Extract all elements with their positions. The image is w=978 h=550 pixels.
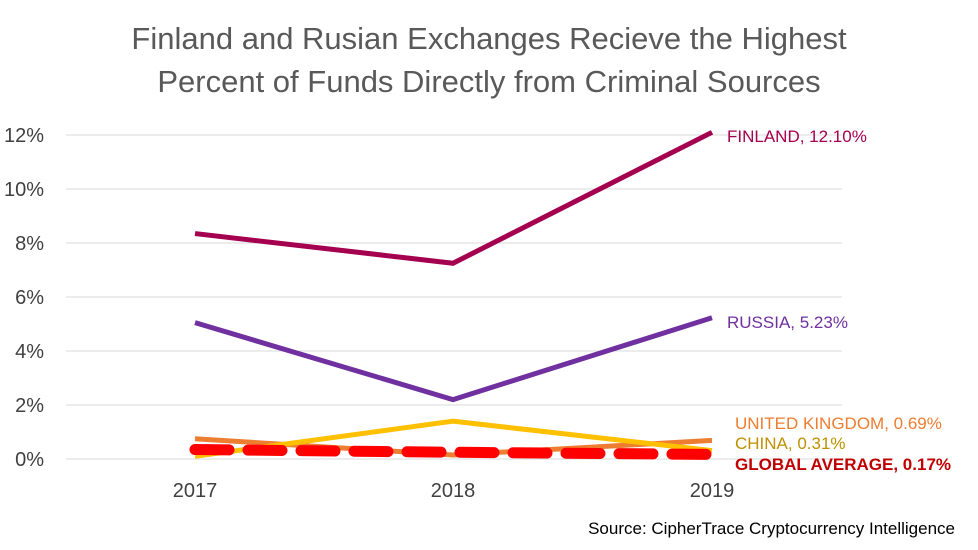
end-label-united-kingdom: UNITED KINGDOM, 0.69%	[735, 414, 942, 433]
series-line-finland	[194, 130, 714, 266]
end-label-russia: RUSSIA, 5.23%	[727, 313, 848, 332]
end-label-china: CHINA, 0.31%	[735, 434, 846, 453]
source-note: Source: CipherTrace Cryptocurrency Intel…	[588, 519, 955, 538]
y-tick-label: 2%	[15, 395, 44, 417]
y-tick-label: 4%	[15, 341, 44, 363]
y-tick-label: 0%	[15, 449, 44, 471]
y-tick-label: 12%	[4, 125, 44, 147]
x-axis-ticks: 2017 2018 2019	[173, 480, 735, 502]
x-tick-label: 2019	[690, 480, 735, 502]
series-end-labels: FINLAND, 12.10% RUSSIA, 5.23% UNITED KINGD…	[727, 127, 951, 474]
series-line-global-average	[189, 444, 718, 460]
series-line-russia	[194, 315, 713, 403]
series-line-china	[194, 418, 713, 459]
x-tick-label: 2018	[431, 480, 476, 502]
end-label-global-average: GLOBAL AVERAGE, 0.17%	[735, 455, 951, 474]
end-label-finland: FINLAND, 12.10%	[727, 127, 867, 146]
y-tick-label: 10%	[4, 179, 44, 201]
y-axis-ticks: 0% 2% 4% 6% 8% 10% 12%	[4, 125, 44, 471]
y-tick-label: 8%	[15, 233, 44, 255]
series-lines	[189, 130, 718, 460]
y-tick-label: 6%	[15, 287, 44, 309]
x-tick-label: 2017	[173, 480, 218, 502]
chart-title-line-1: Finland and Rusian Exchanges Recieve the…	[131, 21, 847, 56]
chart-title-line-2: Percent of Funds Directly from Criminal …	[157, 64, 820, 99]
gridlines	[66, 134, 842, 460]
